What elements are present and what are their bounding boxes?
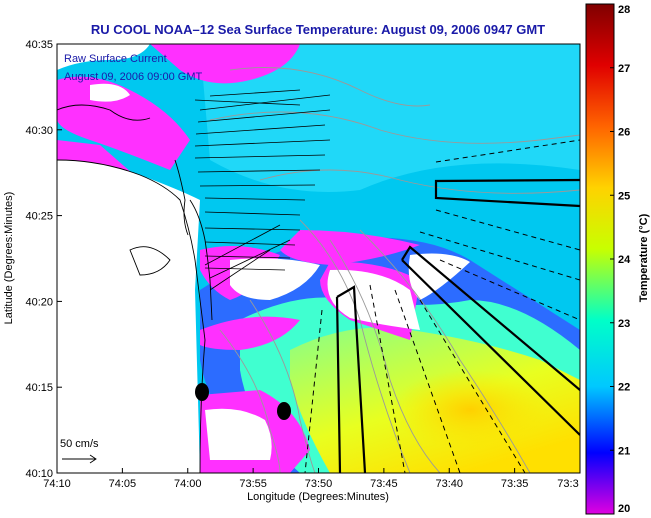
colorbar-label: Temperature (°C) [638,213,650,302]
y-tick-label: 40:25 [25,211,53,223]
colorbar-tick-label: 23 [618,318,630,330]
station-marker-1 [195,383,209,401]
x-tick-label: 73:40 [435,478,463,490]
overlay-line-2: August 09, 2006 09:00 GMT [64,71,202,83]
y-axis-label: Latitude (Degrees:Minutes) [3,192,15,325]
colorbar-tick-label: 27 [618,63,630,75]
colorbar-tick-label: 28 [618,4,630,16]
y-tick-label: 40:15 [25,382,53,394]
colorbar-tick-label: 25 [618,190,630,202]
y-tick-label: 40:30 [25,125,53,137]
x-tick-label: 73:45 [370,478,398,490]
y-tick-label: 40:35 [25,39,53,51]
x-tick-label: 73:3 [557,478,578,490]
colorbar-tick-label: 20 [618,503,630,515]
x-tick-label: 73:50 [305,478,333,490]
y-tick-label: 40:20 [25,296,53,308]
overlay-line-1: Raw Surface Current [64,53,167,65]
sst-field: 50 cm/s Raw Surface Current August 09, 2… [57,44,580,473]
x-tick-label: 73:35 [501,478,529,490]
colorbar [586,4,614,514]
colorbar-tick-label: 24 [618,254,631,266]
x-tick-label: 74:00 [174,478,202,490]
colorbar-tick-label: 26 [618,127,630,139]
x-tick-label: 74:05 [109,478,137,490]
station-marker-2 [277,402,291,420]
scale-label: 50 cm/s [60,438,99,450]
colorbar-tick-label: 21 [618,445,630,457]
x-tick-label: 73:55 [239,478,267,490]
colorbar-tick-label: 22 [618,382,630,394]
map-title: RU COOL NOAA–12 Sea Surface Temperature:… [91,22,545,37]
y-tick-label: 40:10 [25,468,53,480]
x-axis-label: Longitude (Degrees:Minutes) [247,491,389,503]
